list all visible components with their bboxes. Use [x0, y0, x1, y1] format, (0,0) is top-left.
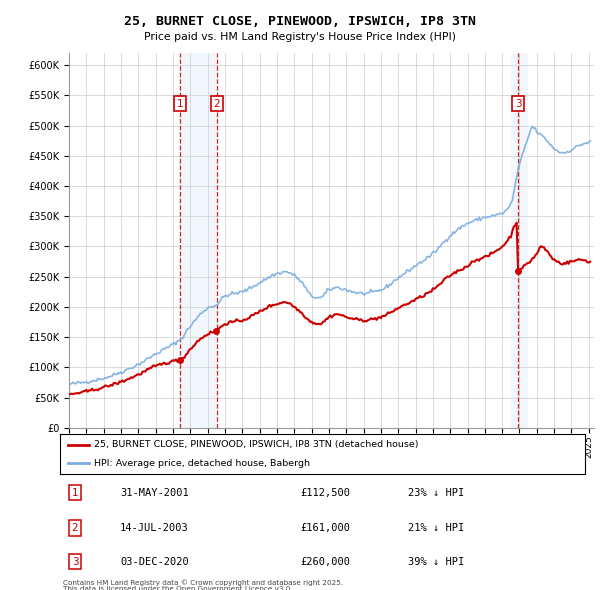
- Text: 25, BURNET CLOSE, PINEWOOD, IPSWICH, IP8 3TN (detached house): 25, BURNET CLOSE, PINEWOOD, IPSWICH, IP8…: [94, 440, 419, 450]
- Text: 25, BURNET CLOSE, PINEWOOD, IPSWICH, IP8 3TN: 25, BURNET CLOSE, PINEWOOD, IPSWICH, IP8…: [124, 15, 476, 28]
- Bar: [511, 53, 528, 428]
- Text: 3: 3: [71, 557, 79, 566]
- Text: 1: 1: [177, 99, 184, 109]
- Text: £260,000: £260,000: [300, 557, 350, 566]
- Text: £112,500: £112,500: [300, 488, 350, 497]
- Text: Price paid vs. HM Land Registry's House Price Index (HPI): Price paid vs. HM Land Registry's House …: [144, 32, 456, 42]
- Text: 14-JUL-2003: 14-JUL-2003: [120, 523, 189, 533]
- Text: 3: 3: [515, 99, 521, 109]
- Text: £161,000: £161,000: [300, 523, 350, 533]
- Text: 39% ↓ HPI: 39% ↓ HPI: [408, 557, 464, 566]
- Text: 03-DEC-2020: 03-DEC-2020: [120, 557, 189, 566]
- Text: Contains HM Land Registry data © Crown copyright and database right 2025.: Contains HM Land Registry data © Crown c…: [63, 579, 343, 586]
- Text: 23% ↓ HPI: 23% ↓ HPI: [408, 488, 464, 497]
- Text: 2: 2: [214, 99, 220, 109]
- Text: 31-MAY-2001: 31-MAY-2001: [120, 488, 189, 497]
- Text: 2: 2: [71, 523, 79, 533]
- Text: HPI: Average price, detached house, Babergh: HPI: Average price, detached house, Babe…: [94, 458, 310, 468]
- Text: This data is licensed under the Open Government Licence v3.0.: This data is licensed under the Open Gov…: [63, 586, 293, 590]
- Text: 1: 1: [71, 488, 79, 497]
- Text: 21% ↓ HPI: 21% ↓ HPI: [408, 523, 464, 533]
- Bar: [179, 53, 218, 428]
